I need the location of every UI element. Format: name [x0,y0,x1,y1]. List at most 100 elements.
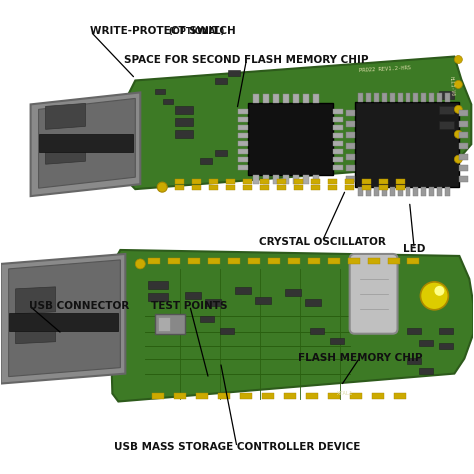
Bar [459,176,468,182]
Bar [238,165,248,170]
Circle shape [420,282,448,310]
Bar [446,187,450,196]
Bar [209,185,218,190]
Bar [196,392,208,399]
Text: HLL1-V0: HLL1-V0 [448,76,455,97]
Polygon shape [16,287,55,314]
Bar [248,103,333,175]
Bar [382,93,387,102]
Bar [419,368,433,374]
Bar [345,185,354,190]
Bar [439,343,453,349]
Bar [277,185,286,190]
Bar [328,185,337,190]
Bar [413,187,419,196]
Bar [358,93,363,102]
Bar [283,175,289,184]
Bar [174,392,186,399]
Bar [148,293,168,301]
Bar [439,121,455,129]
Bar [313,175,319,184]
Polygon shape [0,254,125,383]
Text: USB MASS STORAGE CONTROLLER DEVICE: USB MASS STORAGE CONTROLLER DEVICE [114,442,360,452]
Bar [413,93,419,102]
Bar [408,358,421,364]
Bar [350,392,362,399]
Bar [283,94,289,103]
Bar [374,187,379,196]
Bar [238,118,248,122]
Polygon shape [31,92,140,196]
Bar [439,106,455,114]
Text: FLASH MEMORY CHIP: FLASH MEMORY CHIP [298,353,422,363]
Bar [218,392,230,399]
Polygon shape [46,135,85,164]
Bar [238,125,248,130]
Bar [185,292,201,299]
Polygon shape [128,56,471,189]
Bar [294,179,303,184]
Bar [192,179,201,184]
Text: SPACE FOR SECOND FLASH MEMORY CHIP: SPACE FOR SECOND FLASH MEMORY CHIP [124,55,369,65]
Bar [175,179,184,184]
Bar [365,187,371,196]
Text: TEST POINTS: TEST POINTS [152,301,228,310]
Bar [358,187,363,196]
Bar [311,185,320,190]
Bar [459,143,468,149]
Bar [408,258,419,264]
Bar [260,185,269,190]
Bar [293,94,299,103]
Bar [152,392,164,399]
Bar [328,258,340,264]
Polygon shape [9,260,120,376]
Bar [228,71,240,76]
Bar [243,185,252,190]
Bar [253,94,259,103]
Bar [345,179,354,184]
Bar [355,102,459,187]
Bar [330,337,344,344]
Bar [405,187,410,196]
Bar [346,165,355,171]
Bar [263,94,269,103]
Bar [333,109,343,114]
Bar [200,158,212,164]
Bar [294,185,303,190]
Bar [459,154,468,160]
Circle shape [455,155,462,163]
Bar [421,187,427,196]
Bar [395,179,404,184]
Bar [398,93,402,102]
Bar [284,392,296,399]
Bar [347,258,360,264]
Bar [346,143,355,149]
Bar [238,157,248,162]
Bar [346,132,355,138]
Bar [9,313,118,331]
Bar [155,314,185,334]
Bar [388,258,400,264]
Bar [293,175,299,184]
Bar [255,297,271,304]
Circle shape [455,105,462,113]
Bar [362,179,371,184]
Bar [168,258,180,264]
Bar [333,149,343,154]
Bar [240,392,252,399]
Bar [226,185,235,190]
Bar [395,185,404,190]
Bar [238,149,248,154]
Bar [368,258,380,264]
Bar [238,133,248,138]
Bar [311,179,320,184]
Bar [238,141,248,146]
Bar [175,185,184,190]
Bar [346,110,355,116]
Bar [362,185,371,190]
Circle shape [455,55,462,64]
Text: LED: LED [403,244,426,254]
Text: XTAL1: XTAL1 [337,391,353,396]
Bar [429,93,434,102]
Bar [148,258,160,264]
